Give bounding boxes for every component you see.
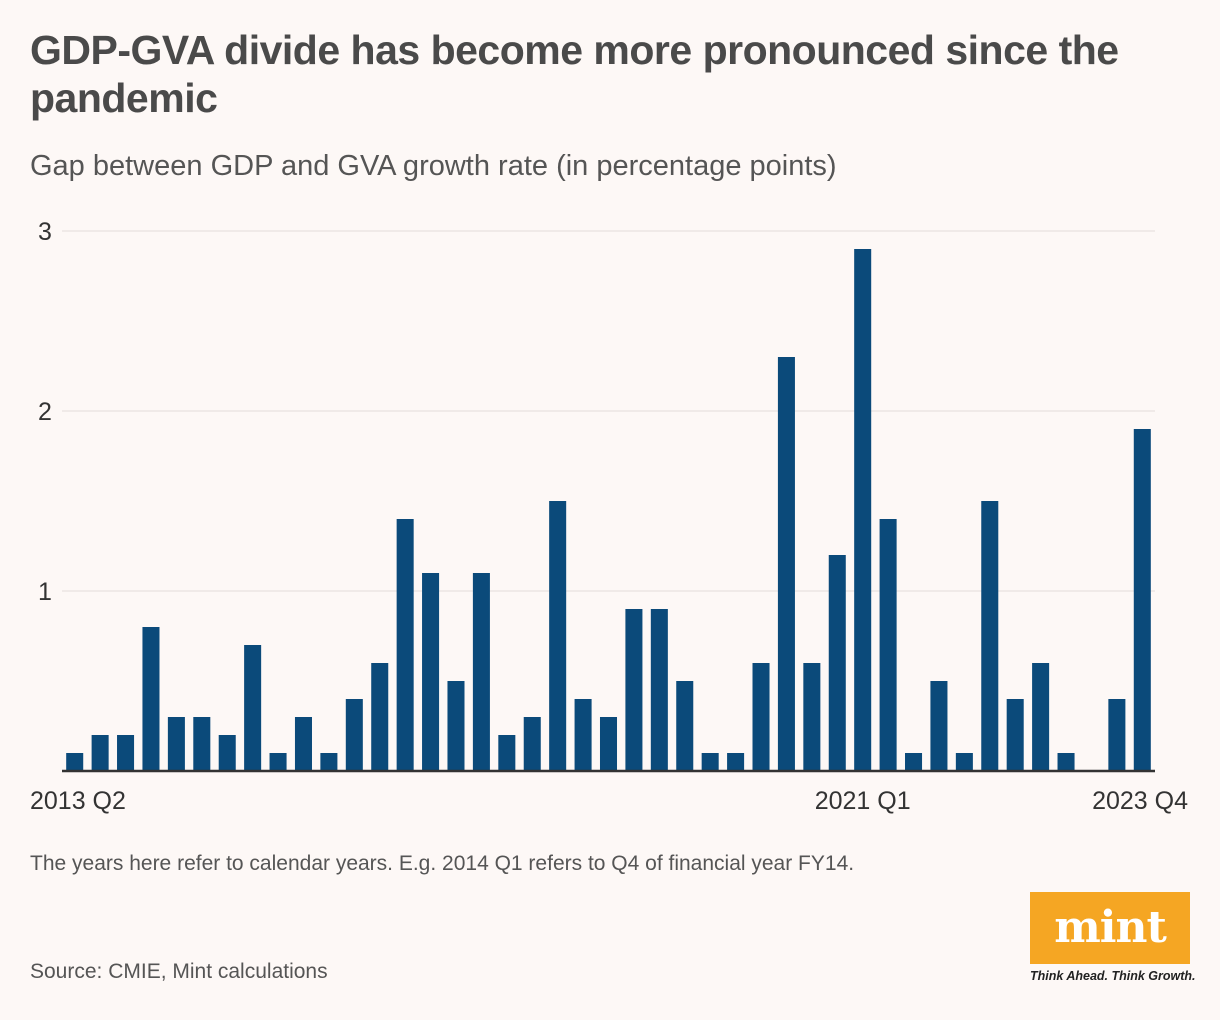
bar-2021-q1 [854,249,872,771]
y-tick-label: 3 [38,218,52,246]
x-tick-label: 2023 Q4 [1092,787,1188,815]
bar-2016-q3 [396,519,414,771]
mint-tagline: Think Ahead. Think Growth. [1030,969,1196,983]
bar-2014-q3 [193,717,211,771]
bar-2013-q4 [117,735,135,771]
bar-2017-q4 [523,717,541,771]
bar-2014-q1 [142,627,160,771]
bar-2019-q4 [727,753,745,771]
bar-2022-q2 [981,501,999,771]
chart-subtitle: Gap between GDP and GVA growth rate (in … [30,150,837,182]
x-tick-labels: 2013 Q2 2021 Q1 2023 Q4 [30,787,1188,815]
bar-2020-q1 [752,663,770,771]
bar-2021-q4 [930,681,948,771]
bar-2014-q4 [218,735,236,771]
bar-2021-q2 [879,519,897,771]
bars [66,249,1151,771]
bar-2019-q1 [650,609,668,771]
bar-2016-q1 [345,699,363,771]
bar-2013-q2 [66,753,84,771]
bar-2022-q4 [1032,663,1050,771]
bar-2020-q3 [803,663,821,771]
y-tick-label: 2 [38,398,52,426]
bar-2015-q3 [294,717,312,771]
x-tick-label: 2013 Q2 [30,787,126,815]
bar-2015-q4 [320,753,338,771]
bar-2017-q2 [472,573,490,771]
bar-2015-q2 [269,753,287,771]
bar-2018-q1 [549,501,567,771]
bar-2020-q4 [828,555,846,771]
bar-2023-q1 [1057,753,1075,771]
bar-2023-q4 [1133,429,1151,771]
bar-2022-q1 [955,753,973,771]
bar-2021-q3 [905,753,923,771]
bar-2018-q3 [599,717,618,771]
bar-2022-q3 [1006,699,1024,771]
y-tick-label: 1 [38,578,52,606]
bar-2017-q3 [498,735,516,771]
bar-2014-q2 [167,717,185,771]
bar-2018-q4 [625,609,643,771]
bar-2020-q2 [777,357,795,771]
bar-2017-q1 [447,681,465,771]
bar-2015-q1 [244,645,262,771]
x-tick-label: 2021 Q1 [815,787,911,815]
bar-2016-q4 [422,573,440,771]
bar-2018-q2 [574,699,592,771]
mint-logo-word: mint [1054,902,1167,953]
gridlines: 1 2 3 [38,218,1155,606]
bar-chart: 1 2 3 2013 Q2 2021 Q1 2023 Q4 [30,218,1188,815]
footnote: The years here refer to calendar years. … [30,852,855,875]
bar-2016-q2 [371,663,389,771]
mint-logo: mint [1030,892,1190,964]
bar-2019-q2 [676,681,694,771]
chart-title: GDP-GVA divide has become more pronounce… [30,27,1119,121]
source-note: Source: CMIE, Mint calculations [30,960,328,983]
bar-2013-q3 [91,735,109,771]
bar-2019-q3 [701,753,719,771]
bar-2023-q3 [1108,699,1126,771]
